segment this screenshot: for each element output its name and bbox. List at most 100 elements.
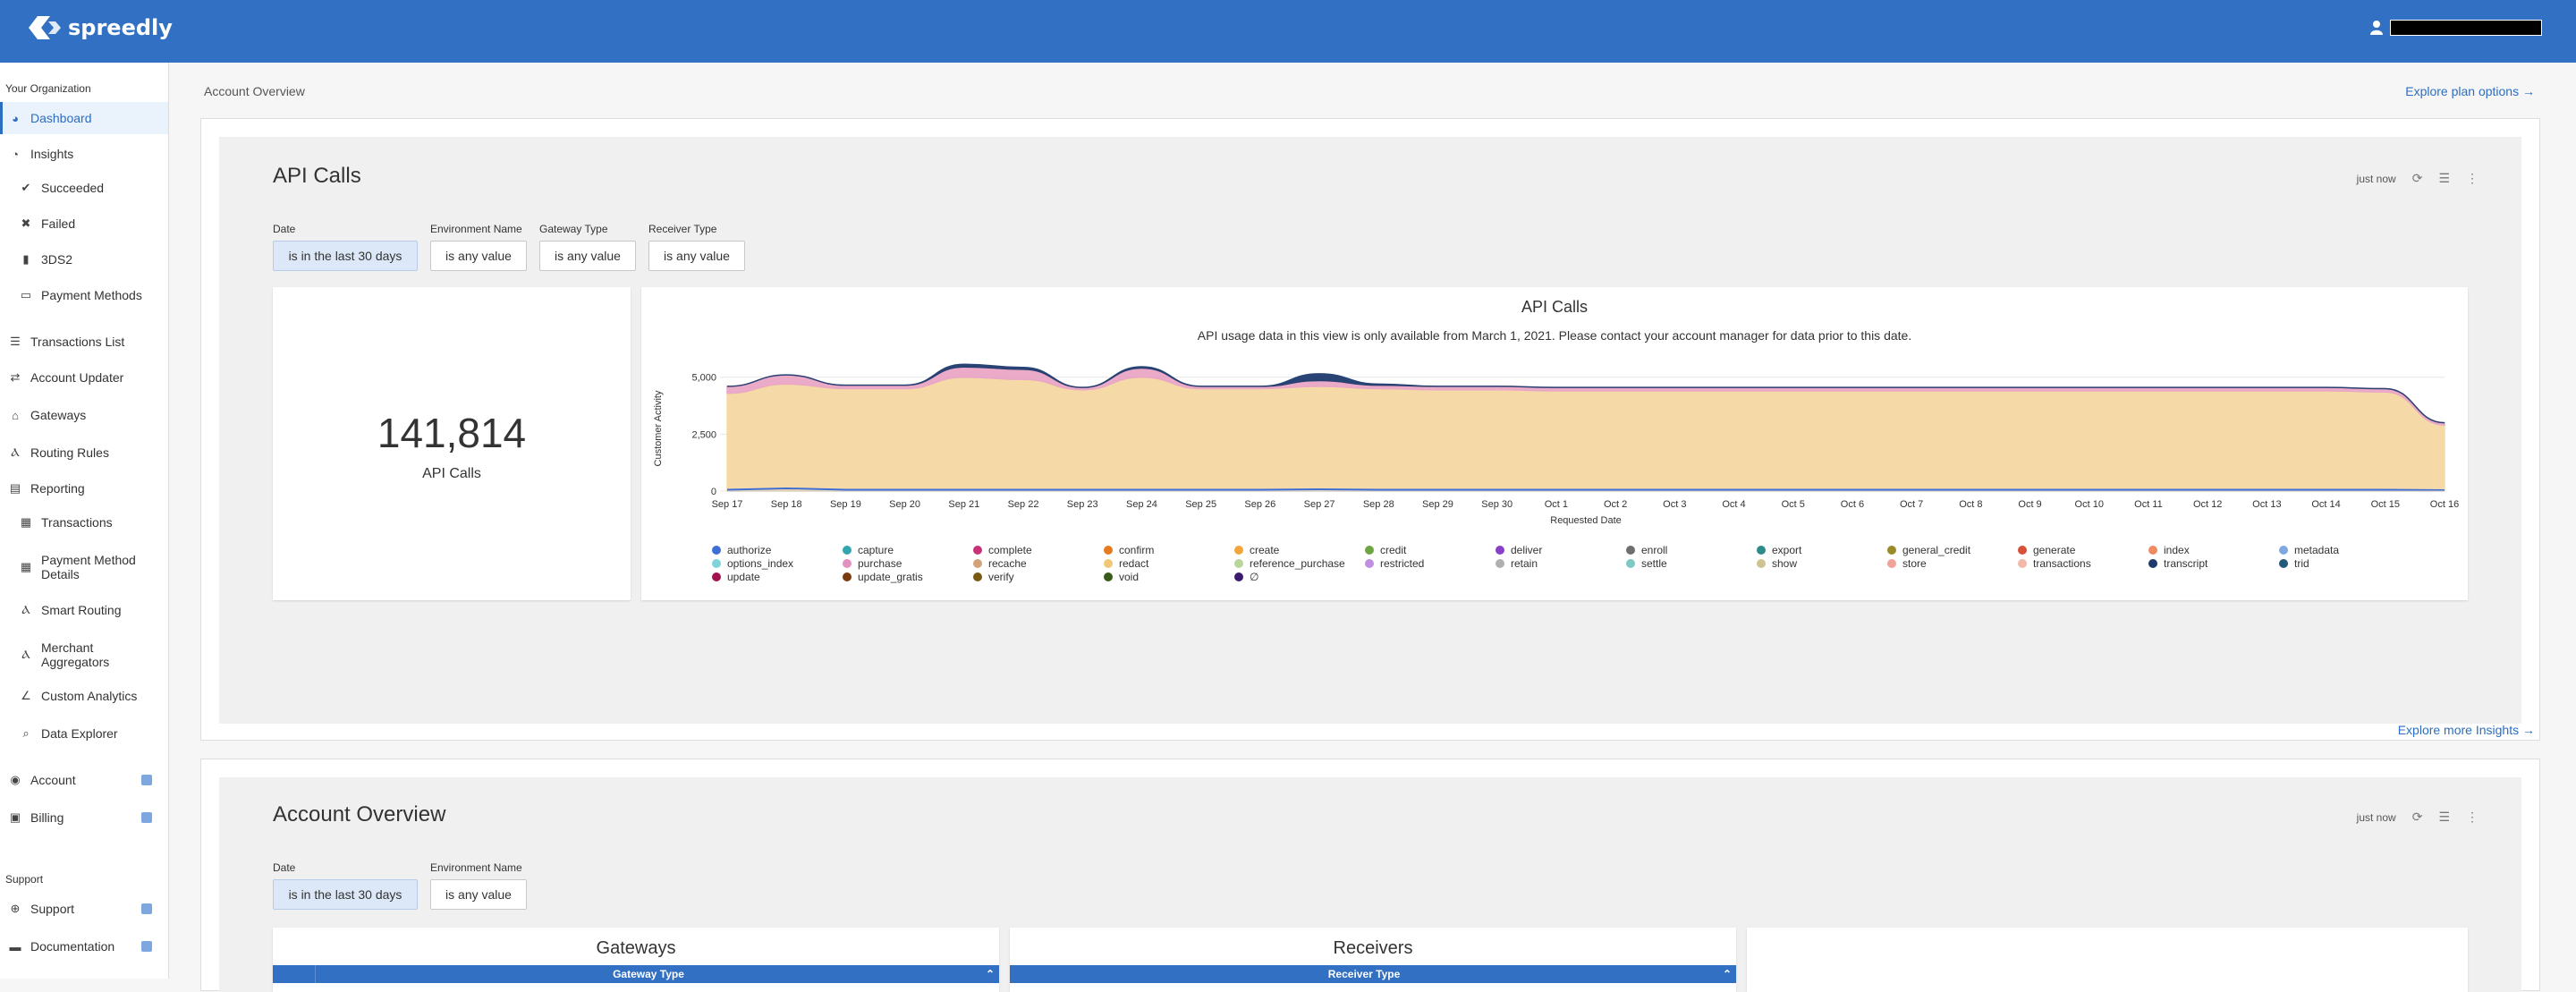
sidebar-item-billing[interactable]: ▣ Billing [0, 801, 168, 834]
legend-swatch [1234, 546, 1243, 555]
sidebar-item-label: Payment Method Details [41, 553, 136, 581]
sidebar-item-support[interactable]: ⊕ Support [0, 891, 168, 927]
filter-icon[interactable]: ☰ [2438, 810, 2450, 824]
sidebar-item-documentation[interactable]: ▬ Documentation [0, 928, 168, 964]
sidebar-item-account-updater[interactable]: ⇄ Account Updater [0, 361, 168, 394]
sidebar-item-routing-rules[interactable]: Ⲁ Routing Rules [0, 437, 168, 469]
explore-insights-link[interactable]: Explore more Insights → [2397, 723, 2535, 737]
legend-swatch [712, 559, 721, 568]
legend-swatch [973, 559, 982, 568]
overview-last-refreshed: just now [2356, 810, 2396, 824]
sidebar-item-3ds2[interactable]: ▮ 3DS2 [0, 245, 168, 274]
external-link-icon [141, 903, 152, 914]
legend-label: update [727, 571, 760, 583]
overview-filter-date[interactable]: is in the last 30 days [273, 879, 418, 910]
legend-swatch [1234, 572, 1243, 581]
spreedly-logo[interactable]: spreedly [29, 14, 173, 41]
api-calls-total-value: 141,814 [377, 410, 527, 456]
filter-gateway-type[interactable]: is any value [539, 241, 636, 271]
main-content: Account Overview Explore plan options → … [170, 63, 2576, 992]
spreedly-logo-icon [29, 16, 61, 39]
sidebar-item-label: Succeeded [41, 181, 105, 195]
chevron-up-icon[interactable]: ⌃ [1722, 968, 1733, 980]
sidebar-item-transactions[interactable]: ▦ Transactions [0, 508, 168, 537]
sidebar-item-account[interactable]: ◉ Account [0, 764, 168, 796]
legend-swatch [1104, 546, 1113, 555]
check-icon: ✔ [21, 181, 31, 194]
sidebar-item-merchant-aggregators[interactable]: Ⲁ Merchant Aggregators [0, 637, 168, 673]
legend-label: credit [1380, 544, 1407, 556]
legend-label: transactions [2033, 557, 2091, 570]
table-icon: ▦ [20, 560, 32, 573]
sidebar-item-label: Failed [41, 216, 76, 231]
sidebar-item-payment-method-details[interactable]: ▦ Payment Method Details [0, 549, 168, 585]
legend-swatch [2148, 559, 2157, 568]
sidebar-item-label: Dashboard [30, 111, 92, 125]
sidebar-item-transactions-list[interactable]: ☰ Transactions List [0, 326, 168, 358]
filter-receiver-type[interactable]: is any value [648, 241, 745, 271]
legend-label: authorize [727, 544, 772, 556]
x-tick-label: Sep 29 [1422, 499, 1453, 510]
panel-tools: just now ⟳ ☰ ⋮ [2357, 171, 2479, 186]
api-calls-area-chart: 0 2,500 5,000 Sep 17 Sep 18 Sep 19 Sep 20 Sep 2… [653, 363, 2459, 583]
filter-environment[interactable]: is any value [430, 241, 527, 271]
chevron-up-icon[interactable]: ⌃ [985, 968, 996, 980]
user-menu[interactable] [2370, 20, 2542, 36]
external-link-icon [141, 941, 152, 952]
legend-label: settle [1641, 557, 1667, 570]
filter-label-receiver-type: Receiver Type [648, 223, 717, 235]
receiver-type-column-header[interactable]: Receiver Type [1327, 968, 1401, 980]
sidebar-item-data-explorer[interactable]: ⌕ Data Explorer [0, 719, 168, 748]
x-tick-label: Oct 2 [1604, 499, 1627, 510]
legend-swatch [2148, 546, 2157, 555]
sidebar-item-dashboard[interactable]: ◕ Dashboard [0, 102, 168, 134]
legend-swatch [1496, 559, 1504, 568]
legend-label: metadata [2294, 544, 2339, 556]
x-axis-title: Requested Date [1550, 515, 1622, 526]
gateway-type-column-header[interactable]: Gateway Type [613, 968, 684, 980]
table-icon: ▦ [20, 515, 32, 529]
sidebar-item-label: Transactions List [30, 335, 125, 349]
lifebuoy-icon: ⊕ [10, 902, 21, 915]
api-calls-title: API Calls [273, 164, 361, 188]
sidebar-item-gateways[interactable]: ⌂ Gateways [0, 399, 168, 431]
sidebar-item-label: Support [30, 902, 75, 916]
legend-label: index [2164, 544, 2190, 556]
sidebar-item-reporting[interactable]: ▤ Reporting [0, 472, 168, 504]
sidebar-item-label: Reporting [30, 481, 85, 496]
x-tick-label: Oct 14 [2311, 499, 2340, 510]
legend-swatch [1104, 559, 1113, 568]
overview-panel-tools: just now ⟳ ☰ ⋮ [2357, 810, 2479, 825]
overview-filter-label-environment: Environment Name [430, 861, 522, 874]
more-options-icon[interactable]: ⋮ [2466, 171, 2479, 185]
gateways-tile: Gateways Gateway Type ⌃ [273, 928, 999, 992]
x-tick-label: Oct 8 [1959, 499, 1982, 510]
filter-date[interactable]: is in the last 30 days [273, 241, 418, 271]
series-area-transcript [726, 363, 2445, 424]
sidebar-item-insights[interactable]: ◔ Insights [0, 138, 168, 170]
sidebar-item-label: Merchant Aggregators [41, 640, 110, 669]
sidebar-item-payment-methods[interactable]: ▭ Payment Methods [0, 281, 168, 309]
refresh-icon[interactable]: ⟳ [2411, 810, 2423, 824]
book-icon: ▬ [9, 939, 21, 954]
sidebar-item-label: Billing [30, 810, 64, 825]
sidebar-item-label: Account [30, 773, 76, 787]
legend-label: confirm [1119, 544, 1154, 556]
sidebar-item-custom-analytics[interactable]: ∠ Custom Analytics [0, 682, 168, 710]
legend-label: generate [2033, 544, 2076, 556]
refresh-icon[interactable]: ⟳ [2411, 171, 2423, 185]
more-options-icon[interactable]: ⋮ [2466, 810, 2479, 824]
legend-swatch [712, 546, 721, 555]
sidebar-item-smart-routing[interactable]: Ⲁ Smart Routing [0, 596, 168, 624]
x-tick-label: Oct 9 [2018, 499, 2041, 510]
breadcrumb: Account Overview [204, 84, 305, 98]
overview-filter-environment[interactable]: is any value [430, 879, 527, 910]
sidebar-item-failed[interactable]: ✖ Failed [0, 209, 168, 238]
sidebar-item-label: Routing Rules [30, 445, 109, 460]
explore-plan-link[interactable]: Explore plan options → [2405, 84, 2535, 98]
legend-swatch [973, 546, 982, 555]
x-tick-label: Oct 12 [2193, 499, 2222, 510]
x-tick-label: Oct 7 [1900, 499, 1923, 510]
filter-icon[interactable]: ☰ [2438, 171, 2450, 185]
sidebar-item-succeeded[interactable]: ✔ Succeeded [0, 174, 168, 202]
